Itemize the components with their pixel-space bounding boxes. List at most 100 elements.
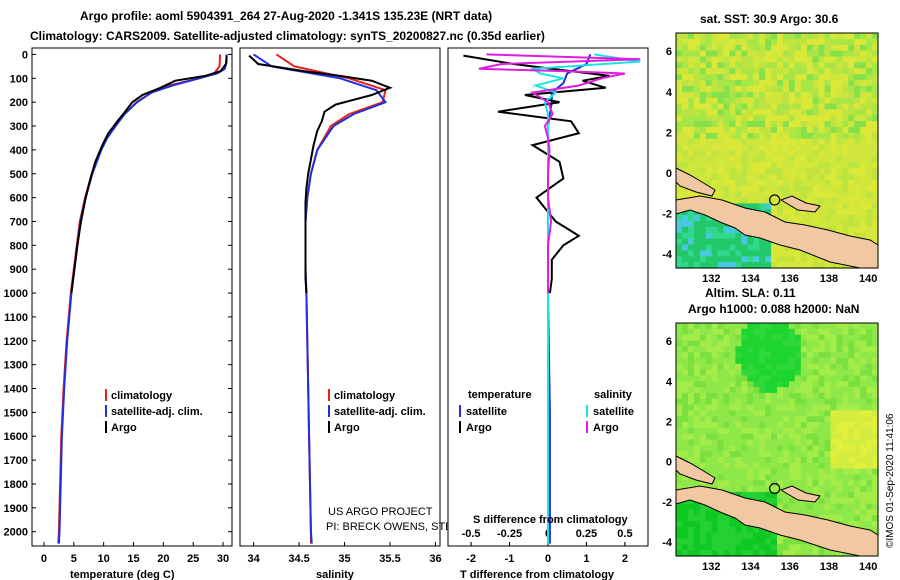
map-cell: [854, 346, 861, 353]
map-cell: [759, 162, 766, 169]
map-cell: [771, 250, 778, 257]
map-cell: [699, 392, 707, 400]
map-cell: [771, 197, 778, 204]
map-cell: [705, 346, 713, 353]
map-cell: [836, 387, 843, 394]
map-cell: [753, 439, 760, 446]
map-cell: [681, 162, 689, 169]
map-cell: [681, 532, 689, 540]
map-cell: [830, 486, 837, 493]
map-cell: [836, 457, 843, 464]
map-cell: [705, 115, 713, 122]
map-cell: [759, 445, 766, 452]
map-cell: [723, 197, 730, 204]
map-cell: [759, 68, 766, 75]
map-cell: [842, 369, 849, 376]
map-cell: [800, 197, 808, 204]
map-cell: [765, 33, 772, 40]
map-cell: [723, 103, 730, 110]
map-cell: [765, 445, 772, 452]
map-cell: [800, 544, 808, 551]
map-cell: [711, 115, 719, 122]
map-cell: [812, 340, 820, 347]
x-tick-label: 0: [545, 553, 551, 565]
map-cell: [705, 262, 713, 269]
map-cell: [705, 328, 713, 336]
map-cell: [777, 132, 784, 140]
map-cell: [800, 221, 808, 228]
map-cell: [812, 197, 820, 204]
credit-line1: US ARGO PROJECT: [328, 506, 433, 518]
map-cell: [866, 215, 873, 222]
map-cell: [777, 422, 784, 429]
map-cell: [741, 346, 748, 353]
map-cell: [711, 262, 719, 269]
map-cell: [824, 150, 831, 157]
map-cell: [800, 363, 808, 371]
map-cell: [681, 392, 689, 400]
map-cell: [860, 357, 867, 365]
map-cell: [830, 56, 837, 63]
map-cell: [723, 44, 730, 52]
map-cell: [687, 532, 695, 540]
map-cell: [687, 144, 695, 152]
map-cell: [836, 497, 843, 505]
map-cell: [699, 121, 707, 128]
argo-salinity-line: [248, 54, 393, 294]
map-cell: [676, 416, 683, 423]
map-cell: [860, 515, 867, 522]
map-cell: [759, 526, 766, 534]
map-cell: [735, 185, 742, 193]
map-cell: [765, 68, 772, 75]
map-cell: [693, 103, 701, 110]
map-cell: [818, 352, 826, 359]
map-cell: [836, 340, 843, 347]
map-cell: [860, 427, 867, 435]
map-cell: [806, 480, 814, 487]
map-cell: [723, 334, 730, 341]
map-cell: [848, 156, 855, 163]
map-cell: [693, 357, 701, 365]
map-cell: [735, 474, 742, 481]
sla-map-lon-axis: 132 134 136 138 140: [702, 561, 877, 573]
map-cell: [699, 515, 707, 522]
map-cell: [687, 445, 695, 452]
map-cell: [788, 445, 796, 452]
map-cell: [860, 109, 867, 116]
map-cell: [872, 352, 879, 359]
map-cell: [872, 62, 879, 69]
map-cell: [693, 462, 701, 470]
map-cell: [860, 468, 867, 475]
map-cell: [860, 209, 867, 216]
map-cell: [741, 538, 748, 545]
map-cell: [872, 328, 879, 336]
map-cell: [794, 33, 802, 40]
map-cell: [753, 550, 760, 557]
map-cell: [681, 91, 689, 99]
map-cell: [836, 68, 843, 75]
map-cell: [729, 416, 736, 423]
map-cell: [717, 85, 725, 93]
map-cell: [794, 162, 802, 169]
map-cell: [741, 168, 748, 175]
map-cell: [747, 550, 754, 557]
map-cell: [765, 486, 772, 493]
map-cell: [753, 346, 760, 353]
map-cell: [818, 162, 826, 169]
map-cell: [806, 375, 814, 382]
map-cell: [848, 138, 855, 146]
map-cell: [848, 480, 855, 487]
map-cell: [741, 127, 748, 134]
map-cell: [806, 179, 814, 187]
map-cell: [741, 262, 748, 269]
map-cell: [806, 416, 814, 423]
map-cell: [860, 410, 867, 417]
map-cell: [723, 398, 730, 406]
map-cell: [729, 480, 736, 487]
map-cell: [777, 398, 784, 406]
map-cell: [788, 468, 796, 475]
map-cell: [765, 468, 772, 475]
map-cell: [687, 422, 695, 429]
map-cell: [788, 457, 796, 464]
map-cell: [824, 416, 831, 423]
